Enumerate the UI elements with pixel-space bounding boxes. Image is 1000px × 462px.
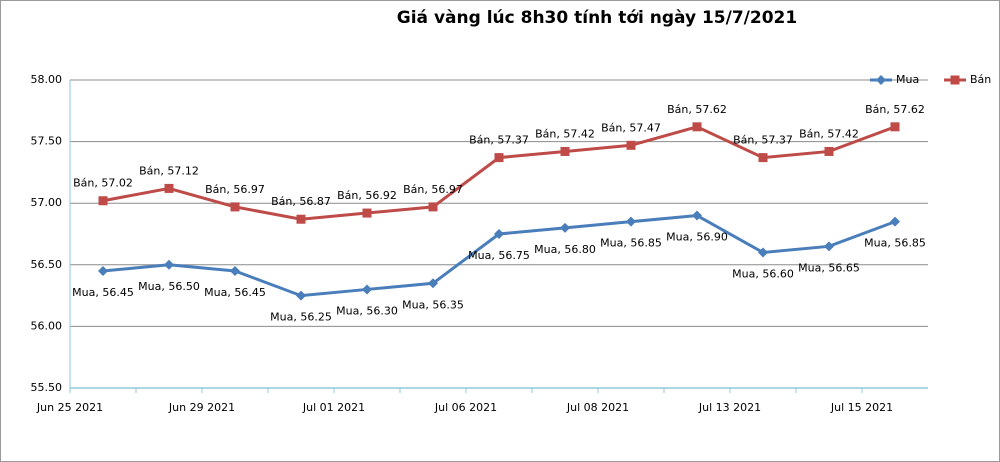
marker bbox=[98, 265, 108, 276]
marker bbox=[824, 146, 834, 156]
data-label: Bán, 56.87 bbox=[271, 195, 331, 208]
marker bbox=[230, 202, 240, 212]
marker bbox=[758, 247, 768, 258]
marker bbox=[230, 265, 240, 276]
y-tick-label: 55.50 bbox=[31, 381, 63, 394]
data-label: Bán, 57.42 bbox=[535, 127, 595, 140]
marker bbox=[824, 241, 834, 252]
data-label: Bán, 56.92 bbox=[337, 189, 397, 202]
x-tick-label: Jul 15 2021 bbox=[830, 401, 893, 414]
marker bbox=[626, 216, 636, 227]
marker bbox=[164, 183, 174, 193]
marker bbox=[890, 216, 900, 227]
y-tick-label: 57.00 bbox=[31, 196, 63, 209]
data-label: Mua, 56.25 bbox=[270, 311, 332, 324]
x-tick-label: Jul 13 2021 bbox=[698, 401, 761, 414]
data-label: Bán, 57.62 bbox=[865, 103, 925, 116]
marker bbox=[758, 153, 768, 163]
x-tick-label: Jun 25 2021 bbox=[36, 401, 103, 414]
data-label: Mua, 56.80 bbox=[534, 243, 596, 256]
data-label: Bán, 57.37 bbox=[733, 134, 793, 147]
marker bbox=[560, 222, 570, 233]
marker bbox=[428, 202, 438, 212]
legend-marker bbox=[876, 75, 886, 85]
legend-label: Bán bbox=[970, 73, 991, 86]
data-label: Mua, 56.90 bbox=[666, 231, 728, 244]
y-tick-label: 58.00 bbox=[31, 73, 63, 86]
data-label: Mua, 56.75 bbox=[468, 249, 530, 262]
data-label: Mua, 56.60 bbox=[732, 267, 794, 280]
data-label: Bán, 56.97 bbox=[403, 183, 463, 196]
data-label: Bán, 57.02 bbox=[73, 177, 133, 190]
data-label: Bán, 57.62 bbox=[667, 103, 727, 116]
y-tick-label: 56.00 bbox=[31, 319, 63, 332]
x-tick-label: Jul 08 2021 bbox=[566, 401, 629, 414]
data-label: Bán, 56.97 bbox=[205, 183, 265, 196]
marker bbox=[560, 146, 570, 156]
data-label: Mua, 56.85 bbox=[864, 237, 926, 250]
data-label: Bán, 57.42 bbox=[799, 127, 859, 140]
marker bbox=[296, 214, 306, 224]
marker bbox=[362, 208, 372, 218]
data-label: Mua, 56.65 bbox=[798, 261, 860, 274]
y-tick-label: 56.50 bbox=[31, 258, 63, 271]
marker bbox=[98, 196, 108, 206]
legend-marker bbox=[950, 75, 960, 85]
x-tick-label: Jul 06 2021 bbox=[434, 401, 497, 414]
marker bbox=[362, 284, 372, 295]
data-label: Mua, 56.50 bbox=[138, 280, 200, 293]
data-label: Mua, 56.35 bbox=[402, 298, 464, 311]
data-label: Bán, 57.12 bbox=[139, 164, 199, 177]
legend-label: Mua bbox=[896, 73, 919, 86]
marker bbox=[164, 259, 174, 270]
y-tick-label: 57.50 bbox=[31, 135, 63, 148]
chart-title: Giá vàng lúc 8h30 tính tới ngày 15/7/202… bbox=[397, 8, 797, 28]
data-label: Bán, 57.37 bbox=[469, 134, 529, 147]
marker bbox=[692, 122, 702, 132]
marker bbox=[428, 278, 438, 289]
marker bbox=[494, 229, 504, 239]
x-tick-label: Jul 01 2021 bbox=[302, 401, 365, 414]
marker bbox=[626, 140, 636, 150]
marker bbox=[296, 290, 306, 301]
marker bbox=[890, 122, 900, 132]
data-label: Mua, 56.30 bbox=[336, 304, 398, 317]
x-tick-label: Jun 29 2021 bbox=[168, 401, 235, 414]
data-label: Bán, 57.47 bbox=[601, 121, 661, 134]
data-label: Mua, 56.45 bbox=[72, 286, 134, 299]
marker bbox=[494, 153, 504, 163]
data-label: Mua, 56.45 bbox=[204, 286, 266, 299]
marker bbox=[692, 210, 702, 221]
data-label: Mua, 56.85 bbox=[600, 237, 662, 250]
